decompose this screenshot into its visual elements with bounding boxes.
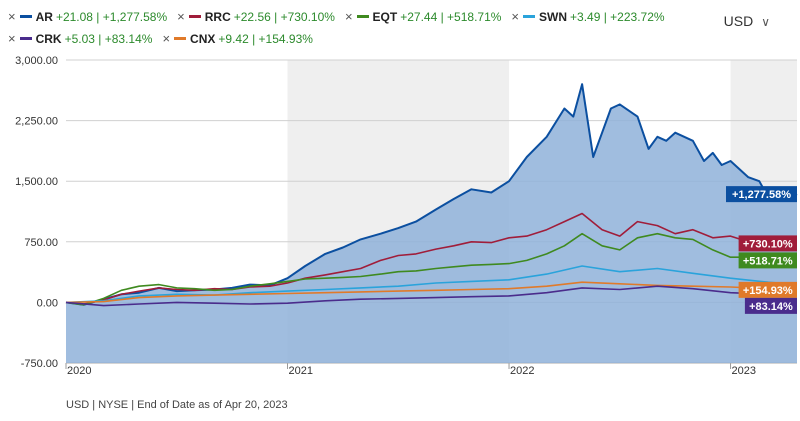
y-tick-label: 750.00 — [24, 237, 58, 249]
legend-item-ar[interactable]: × AR +21.08 | +1,277.58% — [8, 6, 167, 28]
y-tick-label: 1,500.00 — [15, 176, 58, 188]
series-end-label-box — [738, 235, 797, 252]
legend-ticker: RRC — [204, 10, 231, 24]
legend-swatch — [19, 37, 32, 41]
legend-swatch — [174, 37, 187, 41]
legend-ticker: CRK — [35, 32, 62, 46]
series-end-label-box — [738, 281, 797, 298]
chart-legend: × AR +21.08 | +1,277.58% × RRC +22.56 | +730.… — [8, 6, 708, 50]
legend-ticker: AR — [35, 10, 53, 24]
x-tick-label: 2023 — [732, 365, 756, 377]
series-line-cnx — [65, 281, 798, 304]
series-end-label: +730.10% — [743, 238, 793, 250]
legend-change: +21.08 | +1,277.58% — [55, 10, 168, 24]
legend-ticker: EQT — [372, 10, 398, 24]
legend-change: +9.42 | +154.93% — [218, 32, 313, 46]
legend-change: +27.44 | +518.71% — [400, 10, 502, 24]
legend-item-crk[interactable]: × CRK +5.03 | +83.14% — [8, 28, 152, 50]
legend-item-eqt[interactable]: × EQT +27.44 | +518.71% — [345, 6, 501, 28]
legend-swatch — [19, 15, 32, 19]
legend-ticker: CNX — [190, 32, 216, 46]
currency-selector[interactable]: USD ∨ — [724, 13, 770, 29]
legend-item-swn[interactable]: × SWN +3.49 | +223.72% — [511, 6, 664, 28]
y-tick-label: 0.00 — [37, 297, 58, 309]
series-line-rrc — [65, 212, 798, 305]
x-tick-label: 2022 — [510, 365, 534, 377]
series-end-label: +1,277.58% — [732, 189, 791, 201]
remove-series-icon[interactable]: × — [8, 31, 16, 46]
x-tick-label: 2021 — [289, 365, 313, 377]
series-end-label-box — [726, 186, 797, 203]
series-end-label: +83.14% — [749, 301, 793, 313]
legend-change: +5.03 | +83.14% — [64, 32, 153, 46]
legend-change: +22.56 | +730.10% — [233, 10, 335, 24]
series-end-label-box — [744, 297, 797, 314]
legend-change: +3.49 | +223.72% — [570, 10, 665, 24]
remove-series-icon[interactable]: × — [511, 9, 520, 24]
series-end-label: +154.93% — [743, 285, 793, 297]
legend-swatch — [188, 15, 201, 19]
y-tick-label: 3,000.00 — [15, 55, 58, 67]
currency-label: USD — [723, 13, 754, 29]
legend-ticker: SWN — [539, 10, 568, 24]
remove-series-icon[interactable]: × — [162, 31, 171, 46]
series-line-crk — [65, 285, 798, 307]
series-end-label-box — [738, 252, 797, 269]
y-tick-label: 2,250.00 — [15, 116, 58, 128]
chart-footer: USD | NYSE | End of Date as of Apr 20, 2… — [66, 399, 288, 411]
legend-item-cnx[interactable]: × CNX +9.42 | +154.93% — [162, 28, 312, 50]
legend-swatch — [356, 15, 369, 19]
legend-item-rrc[interactable]: × RRC +22.56 | +730.10% — [177, 6, 335, 28]
x-tick-label: 2020 — [67, 365, 91, 377]
series-line-eqt — [65, 232, 797, 306]
chevron-down-icon: ∨ — [761, 15, 770, 29]
remove-series-icon[interactable]: × — [344, 9, 353, 24]
series-end-label: +518.71% — [743, 255, 793, 267]
remove-series-icon[interactable]: × — [177, 9, 185, 24]
legend-swatch — [523, 15, 536, 19]
y-tick-label: -750.00 — [21, 358, 58, 370]
series-line-swn — [65, 265, 798, 304]
remove-series-icon[interactable]: × — [8, 9, 16, 24]
